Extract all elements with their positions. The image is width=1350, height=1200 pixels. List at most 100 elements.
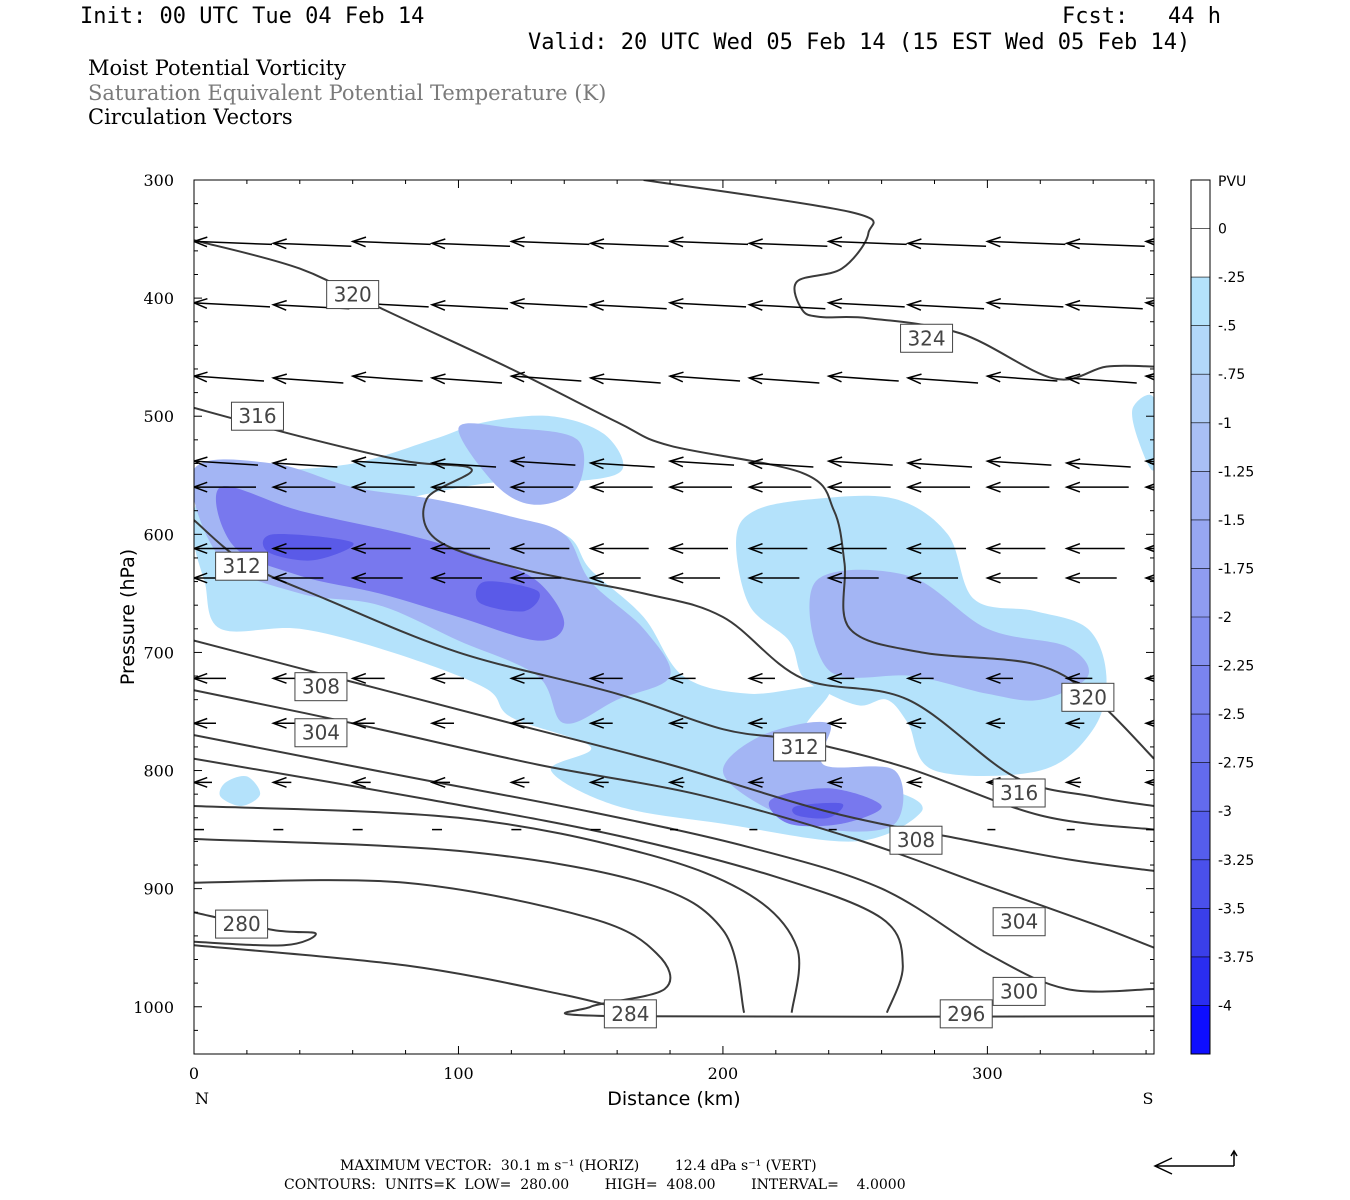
circulation-vector-126 <box>905 776 923 788</box>
circulation-vector-9 <box>905 238 987 250</box>
max-vector-note: MAXIMUM VECTOR: 30.1 m s⁻¹ (HORIZ) 12.4 … <box>340 1158 817 1174</box>
circulation-vector-100 <box>905 672 934 684</box>
colorbar-label-3: -.75 <box>1218 367 1245 383</box>
theta-contour-282 <box>194 944 644 1016</box>
circulation-vector-114 <box>985 717 1005 729</box>
circulation-vector-95 <box>509 672 544 684</box>
svg-text:304: 304 <box>302 721 340 745</box>
circulation-vector-29 <box>429 373 503 385</box>
circulation-vector-61 <box>905 481 971 493</box>
circulation-vector-68 <box>429 542 491 555</box>
valid-time: Valid: 20 UTC Wed 05 Feb 14 (15 EST Wed … <box>528 30 1191 55</box>
colorbar-label-16: -4 <box>1218 998 1232 1014</box>
circulation-vector-57 <box>588 481 653 493</box>
circulation-vector-38 <box>1143 373 1154 381</box>
circulation-vector-60 <box>826 481 891 493</box>
circulation-vector-91 <box>194 672 226 684</box>
circulation-vector-28 <box>350 371 423 383</box>
circulation-vector-87 <box>905 572 959 584</box>
circulation-vector-77 <box>1143 544 1154 553</box>
circulation-vector-53 <box>271 481 336 493</box>
pv-shade-region-12 <box>792 802 844 819</box>
circulation-vector-123 <box>667 776 685 788</box>
svg-text:300: 300 <box>1000 979 1038 1003</box>
circulation-vector-7 <box>747 238 828 250</box>
colorbar-label-9: -2.25 <box>1218 659 1254 675</box>
colorbar-label-5: -1.25 <box>1218 464 1254 480</box>
colorbar-swatch-2 <box>1191 277 1210 327</box>
circulation-vector-25 <box>1143 299 1154 308</box>
x-axis-label: Distance (km) <box>607 1088 740 1110</box>
circulation-vector-19 <box>667 297 747 309</box>
circulation-vector-10 <box>985 236 1066 248</box>
colorbar-swatch-7 <box>1191 519 1210 569</box>
theta-contour-304 <box>194 689 1154 949</box>
circulation-vector-33 <box>747 373 820 385</box>
circulation-vector-36 <box>985 371 1058 383</box>
y-tick-label-800: 800 <box>143 762 174 781</box>
circulation-vector-50 <box>1064 458 1131 470</box>
circulation-vector-27 <box>271 373 344 385</box>
colorbar-swatch-13 <box>1191 811 1210 861</box>
pv-shade-region-10 <box>262 534 354 561</box>
circulation-vector-106 <box>350 717 375 729</box>
circulation-vector-49 <box>985 456 1052 468</box>
circulation-vector-55 <box>429 481 495 493</box>
axes: 300 400 500 600 700 800 900 1000 0 100 200 300 <box>133 171 1154 1083</box>
circulation-vector-125 <box>826 776 844 788</box>
circulation-vector-70 <box>588 542 649 555</box>
contour-label-316-8: 316 <box>992 778 1046 808</box>
circulation-vector-62 <box>985 481 1050 493</box>
init-time: Init: 00 UTC Tue 04 Feb 14 <box>80 4 425 29</box>
circulation-vector-0 <box>194 236 273 248</box>
colorbar-label-2: -.5 <box>1218 319 1236 335</box>
circulation-vector-81 <box>429 572 483 584</box>
circulation-vector-74 <box>905 542 967 555</box>
pv-shade-region-3 <box>1132 394 1154 471</box>
svg-text:320: 320 <box>334 283 372 307</box>
colorbar-label-13: -3.25 <box>1218 853 1254 869</box>
circulation-vector-13 <box>194 297 271 309</box>
pv-shading-layer <box>194 394 1154 842</box>
circulation-vector-94 <box>429 672 465 684</box>
colorbar-label-14: -3.5 <box>1218 901 1245 917</box>
pv-shade-region-7 <box>809 569 1090 701</box>
circulation-vector-16 <box>429 299 509 311</box>
circulation-vector-98 <box>747 672 775 684</box>
circulation-vector-112 <box>826 717 847 729</box>
y-tick-label-1000: 1000 <box>133 998 174 1017</box>
circulation-vector-46 <box>747 458 814 470</box>
colorbar-unit: PVU <box>1218 174 1246 190</box>
circulation-vector-120 <box>429 776 451 788</box>
circulation-vector-80 <box>350 572 403 584</box>
circulation-vector-110 <box>667 717 688 729</box>
circulation-vector-76 <box>1064 542 1125 555</box>
circulation-vector-59 <box>747 481 812 493</box>
circulation-vector-103 <box>1143 674 1154 683</box>
contour-label-300-12: 300 <box>992 976 1046 1006</box>
circulation-vector-129 <box>1143 778 1154 787</box>
x-tick-label-100: 100 <box>443 1064 474 1083</box>
circulation-vector-79 <box>271 572 324 584</box>
colorbar-swatch-5 <box>1191 422 1210 472</box>
pv-colorbar: 0 -.25 -.5 -.75 -1 -1.25 -1.5 -1.75 -2 -2.25 -2.5 -… <box>1190 179 1254 1055</box>
svg-text:316: 316 <box>1000 781 1038 805</box>
theta-contour-288 <box>194 838 746 1013</box>
circulation-vector-93 <box>350 672 385 684</box>
circulation-vector-56 <box>509 481 574 493</box>
contour-label-296-14: 296 <box>939 999 993 1029</box>
y-tick-label-700: 700 <box>143 643 174 662</box>
y-tick-label-500: 500 <box>143 407 174 426</box>
svg-text:312: 312 <box>223 554 261 578</box>
colorbar-swatch-1 <box>1191 228 1210 278</box>
svg-text:324: 324 <box>907 326 945 350</box>
svg-text:296: 296 <box>947 1002 985 1026</box>
circulation-vector-8 <box>826 236 907 248</box>
circulation-vector-6 <box>667 236 749 248</box>
colorbar-label-11: -2.75 <box>1218 756 1254 772</box>
circulation-vector-17 <box>509 297 588 309</box>
x-tick-label-200: 200 <box>708 1064 739 1083</box>
circulation-vector-63 <box>1064 481 1129 493</box>
theta-contour-296 <box>194 757 904 1014</box>
